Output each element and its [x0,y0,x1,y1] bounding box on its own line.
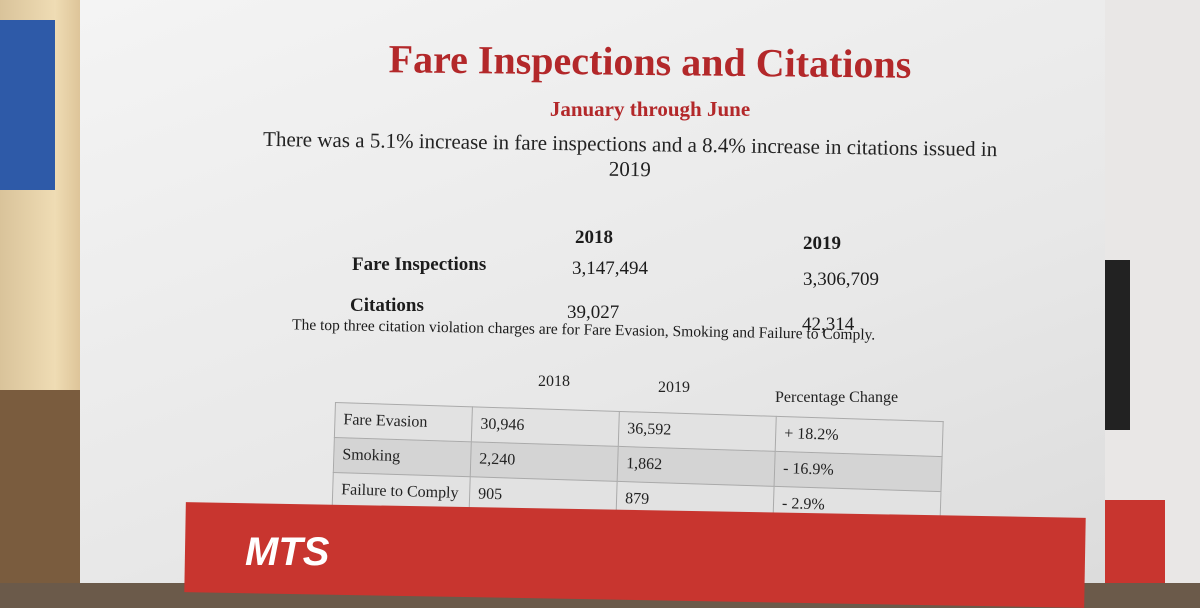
jar-label [0,20,55,190]
value: 42,314 [802,314,855,335]
row-label: Smoking [333,437,472,477]
year-heading: 2019 [803,233,841,254]
subtitle: January through June [549,97,751,121]
column-heading: 2018 [538,373,570,390]
row-label: Fare Inspections [352,254,487,275]
cell: 30,946 [471,406,620,447]
logo: MTS [245,530,330,574]
shadow [1100,260,1130,430]
row-label: Citations [350,295,424,316]
cell: 2,240 [470,441,619,482]
cell: + 18.2% [775,416,944,457]
row-label: Fare Evasion [334,402,473,442]
year-heading: 2018 [575,227,613,248]
cell: - 16.9% [774,451,943,492]
value: 39,027 [567,302,620,323]
column-heading: Percentage Change [775,389,899,406]
cell: 36,592 [618,411,777,452]
red-banner-piece [1100,500,1165,583]
value: 3,147,494 [572,258,648,279]
column-heading: 2019 [658,379,690,396]
title: Fare Inspections and Citations [388,36,912,87]
value: 3,306,709 [803,269,879,290]
cell: 1,862 [617,446,776,487]
summary: There was a 5.1% increase in fare inspec… [262,126,998,182]
